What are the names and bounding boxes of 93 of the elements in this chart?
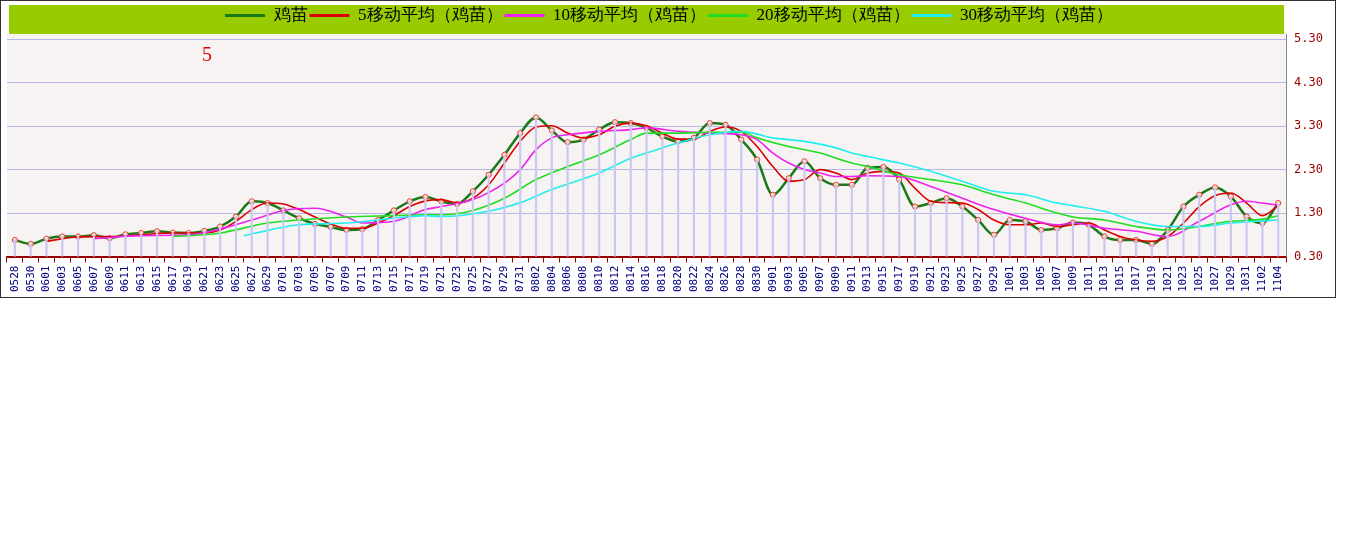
x-tick-label: 0703 bbox=[292, 265, 305, 293]
x-tick-label: 0629 bbox=[260, 265, 274, 293]
x-tick-label: 0625 bbox=[228, 265, 242, 293]
x-tick-label: 1001 bbox=[1002, 265, 1016, 293]
x-tick-label: 0927 bbox=[971, 265, 985, 293]
x-tick-label: 0925 bbox=[955, 265, 969, 293]
x-tick-label: 1021 bbox=[1160, 265, 1174, 293]
x-tick-label: 0913 bbox=[860, 265, 874, 293]
x-tick-label: 0812 bbox=[607, 265, 621, 293]
y-tick-label: 3.30 bbox=[1294, 118, 1324, 133]
y-tick-label: 0.30 bbox=[1294, 248, 1324, 263]
x-tick-label: 1023 bbox=[1176, 265, 1190, 293]
x-tick-label: 0808 bbox=[576, 265, 590, 293]
x-tick-label: 1015 bbox=[1113, 265, 1127, 293]
legend-label: 鸡苗 bbox=[272, 4, 308, 24]
x-tick-label: 1019 bbox=[1144, 265, 1158, 293]
legend-label: 5移动平均（鸡苗） bbox=[358, 4, 503, 24]
x-tick-label: 0923 bbox=[939, 265, 953, 293]
x-tick-label: 1025 bbox=[1192, 265, 1206, 293]
x-tick-label: 0715 bbox=[386, 265, 400, 293]
x-tick-label: 0723 bbox=[449, 265, 463, 293]
x-tick-label: 0903 bbox=[781, 265, 795, 293]
x-tick-label: 0917 bbox=[892, 265, 906, 293]
x-tick-label: 0828 bbox=[734, 265, 748, 293]
legend-label: 20移动平均（鸡苗） bbox=[756, 4, 910, 24]
x-tick-label: 1003 bbox=[1018, 265, 1032, 293]
x-tick-label: 0705 bbox=[307, 265, 321, 293]
x-tick-label: 0919 bbox=[907, 265, 921, 293]
x-tick-label: 0603 bbox=[55, 265, 69, 293]
x-tick-label: 0816 bbox=[639, 265, 653, 293]
x-tick-label: 0607 bbox=[86, 265, 100, 293]
x-tick-label: 0709 bbox=[339, 265, 353, 293]
x-tick-label: 0727 bbox=[481, 265, 495, 293]
x-tick-label: 0605 bbox=[70, 265, 84, 293]
y-tick-label: 2.30 bbox=[1294, 161, 1324, 176]
x-tick-label: 0530 bbox=[23, 265, 37, 293]
x-tick-label: 0528 bbox=[7, 265, 21, 293]
x-tick-label: 0615 bbox=[149, 265, 163, 293]
y-tick-label: 5.30 bbox=[1294, 31, 1324, 46]
x-tick-label: 0921 bbox=[923, 265, 937, 293]
y-tick-label: 1.30 bbox=[1294, 205, 1324, 220]
x-tick-label: 0818 bbox=[655, 265, 669, 293]
x-tick-label: 0814 bbox=[623, 265, 637, 293]
x-tick-label: 0621 bbox=[197, 265, 211, 293]
x-tick-label: 0601 bbox=[39, 265, 53, 293]
x-tick-label: 0806 bbox=[560, 265, 574, 293]
x-tick-label: 0822 bbox=[686, 265, 700, 293]
x-tick-label: 0929 bbox=[986, 265, 1000, 293]
x-tick-label: 1005 bbox=[1034, 265, 1048, 293]
x-tick-label: 0617 bbox=[165, 265, 179, 293]
x-tick-label: 0810 bbox=[592, 265, 606, 293]
x-tick-label: 0824 bbox=[702, 265, 716, 293]
x-tick-label: 0613 bbox=[134, 265, 148, 293]
x-tick-label: 0711 bbox=[355, 265, 369, 293]
x-tick-label: 1031 bbox=[1239, 265, 1253, 293]
x-tick-label: 1007 bbox=[1049, 265, 1063, 293]
x-tick-label: 1027 bbox=[1207, 265, 1221, 293]
x-tick-label: 0915 bbox=[876, 265, 890, 293]
annotation: 5 bbox=[202, 43, 212, 66]
x-tick-label: 0802 bbox=[528, 265, 542, 293]
x-tick-label: 0619 bbox=[181, 265, 195, 293]
y-tick-label: 4.30 bbox=[1294, 74, 1324, 89]
x-tick-label: 0707 bbox=[323, 265, 337, 293]
x-tick-label: 0713 bbox=[370, 265, 384, 293]
x-tick-label: 0909 bbox=[828, 265, 842, 293]
x-tick-label: 0719 bbox=[418, 265, 432, 293]
x-tick-label: 0623 bbox=[213, 265, 227, 293]
x-tick-label: 1017 bbox=[1128, 265, 1142, 293]
x-tick-label: 0804 bbox=[544, 265, 558, 293]
x-tick-label: 0826 bbox=[718, 265, 732, 293]
x-tick-label: 1102 bbox=[1255, 265, 1269, 293]
x-tick-label: 0609 bbox=[102, 265, 116, 293]
x-tick-label: 0717 bbox=[402, 265, 416, 293]
x-tick-label: 1011 bbox=[1081, 265, 1095, 293]
x-tick-label: 1104 bbox=[1271, 265, 1285, 293]
x-tick-label: 0627 bbox=[244, 265, 258, 293]
x-tick-label: 0907 bbox=[813, 265, 827, 293]
x-tick-label: 1013 bbox=[1097, 265, 1111, 293]
x-tick-label: 0905 bbox=[797, 265, 811, 293]
x-tick-label: 0729 bbox=[497, 265, 511, 293]
x-tick-label: 0611 bbox=[118, 265, 132, 293]
legend-label: 10移动平均（鸡苗） bbox=[553, 4, 706, 24]
x-tick-label: 0701 bbox=[276, 265, 290, 293]
x-tick-label: 0830 bbox=[749, 265, 763, 293]
x-tick-label: 0731 bbox=[513, 265, 527, 293]
x-tick-label: 0901 bbox=[765, 265, 779, 293]
x-tick-label: 0911 bbox=[844, 265, 858, 293]
x-tick-label: 0721 bbox=[434, 265, 448, 293]
x-tick-label: 1029 bbox=[1223, 265, 1237, 293]
x-tick-label: 1009 bbox=[1065, 265, 1079, 293]
x-tick-label: 0725 bbox=[465, 265, 479, 293]
x-tick-label: 0820 bbox=[670, 265, 684, 293]
legend-label: 30移动平均（鸡苗） bbox=[960, 4, 1113, 24]
